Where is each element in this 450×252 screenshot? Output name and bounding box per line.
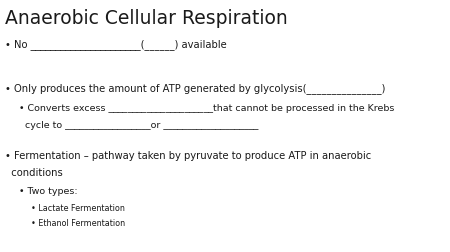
Text: • No ______________________(______) available: • No ______________________(______) avai…: [5, 39, 227, 50]
Text: cycle to __________________or ____________________: cycle to __________________or __________…: [19, 121, 258, 130]
Text: Anaerobic Cellular Respiration: Anaerobic Cellular Respiration: [5, 9, 288, 28]
Text: conditions: conditions: [5, 168, 63, 178]
Text: • Ethanol Fermentation: • Ethanol Fermentation: [31, 218, 125, 227]
Text: • Only produces the amount of ATP generated by glycolysis(_______________): • Only produces the amount of ATP genera…: [5, 83, 386, 94]
Text: • Lactate Fermentation: • Lactate Fermentation: [31, 203, 125, 212]
Text: • Two types:: • Two types:: [19, 186, 77, 195]
Text: • Fermentation – pathway taken by pyruvate to produce ATP in anaerobic: • Fermentation – pathway taken by pyruva…: [5, 150, 372, 160]
Text: • Converts excess ______________________that cannot be processed in the Krebs: • Converts excess ______________________…: [19, 103, 394, 112]
